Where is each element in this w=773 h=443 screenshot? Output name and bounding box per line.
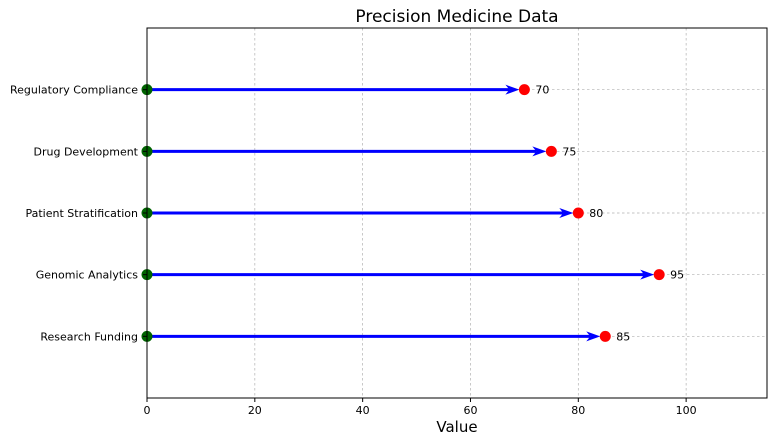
x-tick-label: 100 xyxy=(676,404,697,417)
category-label: Drug Development xyxy=(34,145,139,158)
x-tick-label: 80 xyxy=(571,404,585,417)
arrow-head xyxy=(640,269,655,280)
label-layer: 0 20 40 60 80 100 Research Funding 85 Genomic An… xyxy=(10,84,697,417)
x-tick-label: 20 xyxy=(248,404,262,417)
value-label: 95 xyxy=(670,269,684,282)
value-label: 85 xyxy=(616,330,630,343)
value-label: 75 xyxy=(562,145,576,158)
end-marker xyxy=(518,84,530,96)
value-label: 70 xyxy=(535,84,549,97)
end-marker xyxy=(599,330,611,342)
arrow-head xyxy=(505,84,520,95)
value-label: 80 xyxy=(589,207,603,220)
end-marker xyxy=(653,269,665,281)
category-label: Regulatory Compliance xyxy=(10,84,138,97)
x-axis-label: Value xyxy=(436,418,477,436)
category-label: Genomic Analytics xyxy=(36,269,139,282)
plot-frame xyxy=(146,27,768,399)
chart-title: Precision Medicine Data xyxy=(355,7,558,27)
x-tick-label: 60 xyxy=(463,404,477,417)
category-label: Research Funding xyxy=(40,330,138,343)
category-label: Patient Stratification xyxy=(25,207,138,220)
arrow-head xyxy=(532,146,547,157)
arrow-head xyxy=(586,331,601,342)
end-marker xyxy=(545,145,557,157)
arrow-head xyxy=(559,208,574,218)
x-tick-label: 0 xyxy=(144,404,151,417)
arrow-layer xyxy=(147,84,655,342)
x-tick-label: 40 xyxy=(356,404,370,417)
end-marker xyxy=(572,207,584,219)
